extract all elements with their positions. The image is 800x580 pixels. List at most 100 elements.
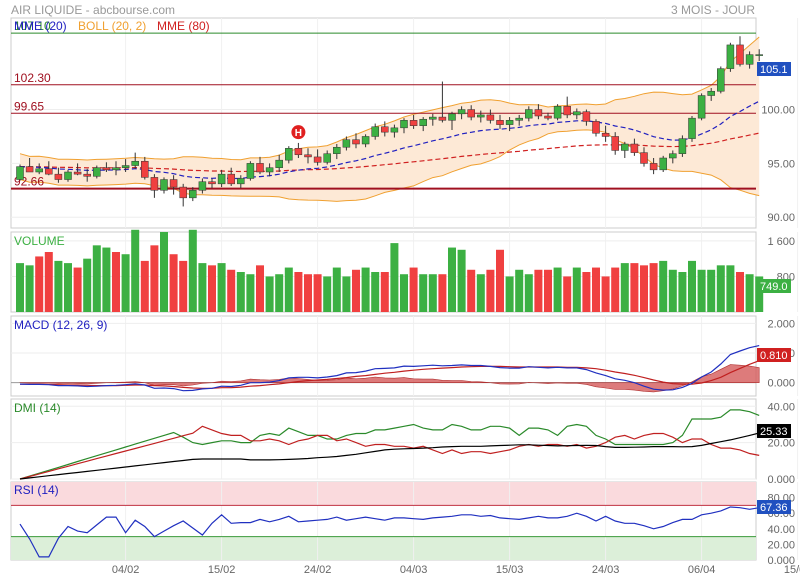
candle-body bbox=[352, 139, 360, 145]
candle-body bbox=[227, 173, 235, 185]
candle-body bbox=[381, 126, 389, 133]
x-tick-label: 06/04 bbox=[688, 564, 716, 576]
volume-bar bbox=[755, 276, 764, 312]
svg-text:0.810: 0.810 bbox=[760, 350, 788, 362]
candle-body bbox=[755, 54, 763, 56]
candle-body bbox=[45, 168, 53, 175]
candle-body bbox=[256, 163, 264, 173]
volume-bar bbox=[400, 274, 408, 312]
volume-tick-label: 1 600 bbox=[767, 236, 795, 248]
candle-body bbox=[736, 44, 744, 65]
candle-body bbox=[409, 120, 418, 126]
candle-body bbox=[73, 171, 82, 175]
candle-body bbox=[361, 136, 370, 145]
candle-body bbox=[515, 117, 523, 121]
volume-bar bbox=[73, 267, 82, 312]
x-tick-label: 04/03 bbox=[400, 564, 428, 576]
legend-volume: VOLUME bbox=[14, 234, 65, 248]
di-plus-line bbox=[19, 409, 760, 480]
volume-bar bbox=[102, 247, 111, 312]
volume-bar bbox=[92, 245, 101, 312]
candle-body bbox=[342, 139, 351, 148]
candle-body bbox=[208, 181, 216, 185]
candle-body bbox=[83, 173, 91, 177]
volume-bar bbox=[131, 229, 140, 312]
volume-bar bbox=[313, 274, 322, 312]
signal-marker-label: H bbox=[295, 128, 302, 139]
volume-bar bbox=[534, 269, 543, 312]
candle-body bbox=[198, 181, 207, 191]
volume-bar bbox=[544, 269, 552, 312]
volume-bar bbox=[467, 269, 476, 312]
candle-body bbox=[25, 166, 34, 173]
volume-bar bbox=[371, 272, 380, 312]
rsi-tick-label: 0.000 bbox=[767, 555, 795, 567]
candle-body bbox=[121, 165, 130, 168]
volume-bar bbox=[736, 272, 744, 312]
level-label: 102.30 bbox=[14, 71, 51, 85]
volume-last-tag: 749.0 bbox=[757, 279, 791, 293]
candle-body bbox=[285, 148, 293, 161]
volume-bar bbox=[169, 254, 178, 312]
volume-plot bbox=[16, 229, 764, 312]
volume-bar bbox=[640, 265, 648, 312]
candle-body bbox=[371, 126, 379, 137]
volume-bar bbox=[553, 267, 562, 312]
x-tick-label: 15/03 bbox=[496, 564, 524, 576]
volume-bar bbox=[582, 272, 591, 312]
volume-bar bbox=[457, 249, 466, 312]
candle-body bbox=[505, 120, 514, 125]
candle-body bbox=[534, 109, 543, 117]
volume-bar bbox=[496, 249, 504, 312]
candle-body bbox=[265, 167, 274, 173]
candle-body bbox=[582, 111, 591, 122]
candle-body bbox=[544, 115, 552, 119]
candle-body bbox=[112, 167, 120, 171]
volume-bar bbox=[697, 269, 706, 312]
x-tick-label: 24/03 bbox=[592, 564, 620, 576]
candle-body bbox=[467, 109, 475, 118]
candle-body bbox=[688, 117, 696, 139]
rsi-tick-label: 40.00 bbox=[767, 524, 795, 536]
svg-text:105.1: 105.1 bbox=[760, 64, 788, 76]
candle-body bbox=[659, 157, 667, 171]
svg-text:67.36: 67.36 bbox=[760, 502, 788, 514]
candle-body bbox=[496, 120, 504, 125]
volume-bar bbox=[649, 263, 658, 312]
candle-body bbox=[745, 54, 754, 65]
candle-body bbox=[54, 173, 63, 180]
volume-bar bbox=[505, 276, 514, 312]
di-minus-line bbox=[19, 425, 760, 480]
bollinger-upper-line bbox=[19, 36, 760, 161]
level-label: 107.10 bbox=[14, 19, 51, 33]
volume-bar bbox=[390, 243, 399, 312]
candle-body bbox=[563, 106, 571, 116]
legend-mme20: MME (20) bbox=[14, 19, 67, 33]
candle-body bbox=[64, 171, 72, 180]
candle-body bbox=[525, 109, 533, 119]
macd-tick-label: 2.000 bbox=[767, 318, 795, 330]
candle-body bbox=[93, 167, 101, 177]
volume-bar bbox=[121, 254, 130, 312]
candle-body bbox=[237, 178, 245, 185]
bollinger-band-fill bbox=[20, 37, 760, 202]
candle-body bbox=[429, 116, 437, 120]
candle-body bbox=[669, 153, 677, 159]
volume-bar bbox=[486, 269, 495, 312]
macd-last-tag: 0.810 bbox=[757, 348, 791, 362]
candle-body bbox=[16, 166, 24, 180]
volume-bar bbox=[256, 265, 264, 312]
candle-body bbox=[217, 173, 226, 185]
legend-macd: MACD (12, 26, 9) bbox=[14, 318, 107, 332]
volume-bar bbox=[112, 252, 120, 312]
price-tick-label: 100.00 bbox=[761, 105, 795, 117]
volume-bar bbox=[160, 232, 168, 312]
svg-text:25.33: 25.33 bbox=[760, 426, 788, 438]
dmi-tick-label: 20.00 bbox=[767, 438, 795, 450]
volume-bar bbox=[188, 229, 197, 312]
volume-bar bbox=[64, 263, 72, 312]
candle-body bbox=[179, 186, 187, 199]
legend-boll: BOLL (20, 2) bbox=[78, 19, 146, 33]
volume-bar bbox=[726, 265, 735, 312]
candle-body bbox=[573, 111, 581, 116]
